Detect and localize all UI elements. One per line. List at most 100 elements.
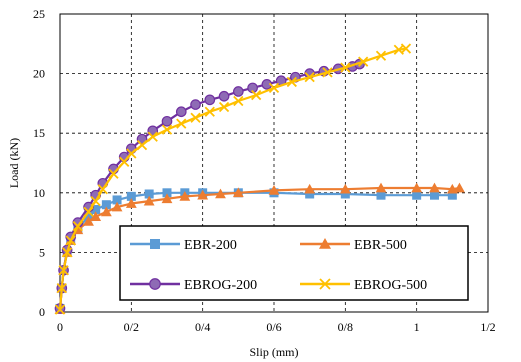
data-point	[97, 184, 108, 195]
data-point	[233, 86, 244, 97]
data-point	[136, 139, 148, 151]
data-point	[161, 115, 173, 127]
data-point	[90, 196, 101, 207]
data-point	[204, 106, 215, 117]
data-point	[143, 195, 155, 206]
data-point	[376, 190, 386, 200]
legend-label: EBR-200	[184, 238, 237, 253]
legend-marker	[150, 239, 160, 249]
data-point	[162, 188, 172, 198]
data-point	[101, 200, 111, 210]
data-point	[175, 106, 187, 118]
data-point	[112, 195, 122, 205]
data-point	[54, 304, 66, 315]
data-point	[305, 189, 315, 199]
legend-box	[119, 225, 469, 301]
data-point	[304, 72, 315, 83]
data-point	[375, 182, 387, 193]
data-point	[56, 283, 67, 294]
data-point	[144, 189, 154, 199]
data-point	[268, 82, 280, 94]
data-point	[190, 99, 201, 110]
data-point	[161, 193, 173, 204]
data-point	[215, 188, 226, 199]
y-tick-label: 25	[33, 7, 45, 21]
x-tick-label: 0/4	[195, 320, 210, 334]
data-point	[411, 182, 423, 193]
data-point	[412, 190, 422, 200]
data-point	[83, 206, 94, 218]
data-point	[176, 118, 187, 129]
data-point	[197, 189, 209, 200]
legend-item: EBROG-200	[130, 278, 257, 293]
data-point	[339, 183, 351, 194]
legend-marker	[319, 238, 331, 249]
data-point	[322, 67, 333, 78]
data-point	[429, 182, 440, 193]
data-point	[147, 131, 158, 142]
data-point	[233, 95, 244, 107]
data-point	[204, 94, 216, 106]
legend-label: EBROG-200	[184, 278, 257, 293]
data-point	[358, 56, 369, 67]
data-point	[218, 90, 230, 102]
data-point	[61, 247, 73, 258]
data-point	[83, 216, 94, 226]
data-point	[251, 89, 262, 101]
y-tick-label: 0	[39, 305, 45, 319]
x-tick-label: 0/8	[338, 320, 353, 334]
data-point	[179, 190, 191, 201]
data-point	[454, 182, 465, 193]
legend-label: EBR-500	[354, 238, 407, 253]
legend-item: EBR-200	[130, 238, 237, 253]
data-point	[161, 124, 173, 135]
data-point	[340, 189, 350, 199]
data-point	[111, 201, 123, 212]
x-axis-title: Slip (mm)	[249, 345, 298, 359]
y-axis-title: Load (kN)	[7, 138, 21, 188]
legend: EBR-200 EBR-500 EBROG-200 EBROG-500	[119, 225, 469, 301]
data-point	[100, 206, 112, 217]
x-tick-label: 1	[414, 320, 420, 334]
data-point	[340, 62, 351, 73]
series-layer	[54, 43, 465, 315]
y-tick-label: 5	[39, 245, 45, 259]
data-point	[126, 191, 136, 201]
data-point	[65, 235, 76, 246]
data-point	[447, 190, 457, 200]
series-ebrog-500	[54, 43, 412, 315]
data-point	[72, 221, 83, 232]
y-tick-label: 20	[33, 67, 45, 81]
legend-marker	[319, 278, 331, 290]
legend-label: EBROG-500	[354, 278, 427, 293]
data-point	[430, 190, 439, 200]
data-point	[90, 211, 102, 221]
x-tick-label: 0/6	[266, 320, 281, 334]
plot-area-frame	[59, 13, 489, 313]
x-tick-label: 0/2	[124, 320, 139, 334]
data-point	[218, 101, 230, 113]
data-point	[125, 198, 137, 208]
data-point	[58, 265, 69, 276]
data-point	[375, 50, 387, 61]
data-point	[91, 204, 101, 214]
legend-item: EBR-500	[300, 238, 407, 253]
data-point	[400, 43, 412, 54]
data-point	[232, 187, 244, 198]
y-axis-ticks: 0 5 10 15 20 25	[33, 7, 45, 319]
legend-marker	[149, 278, 161, 290]
data-point	[304, 183, 316, 194]
data-point	[190, 112, 201, 123]
data-point	[119, 156, 130, 167]
data-point	[268, 185, 280, 195]
y-tick-label: 10	[33, 186, 45, 200]
data-point	[108, 168, 119, 179]
y-tick-label: 15	[33, 126, 45, 140]
x-axis-ticks: 0 0/2 0/4 0/6 0/8 1 1/2	[57, 320, 496, 334]
data-point	[126, 148, 137, 159]
data-point	[286, 76, 297, 88]
x-tick-label: 0	[57, 320, 63, 334]
x-tick-label: 1/2	[480, 320, 495, 334]
legend-item: EBROG-500	[300, 278, 427, 293]
